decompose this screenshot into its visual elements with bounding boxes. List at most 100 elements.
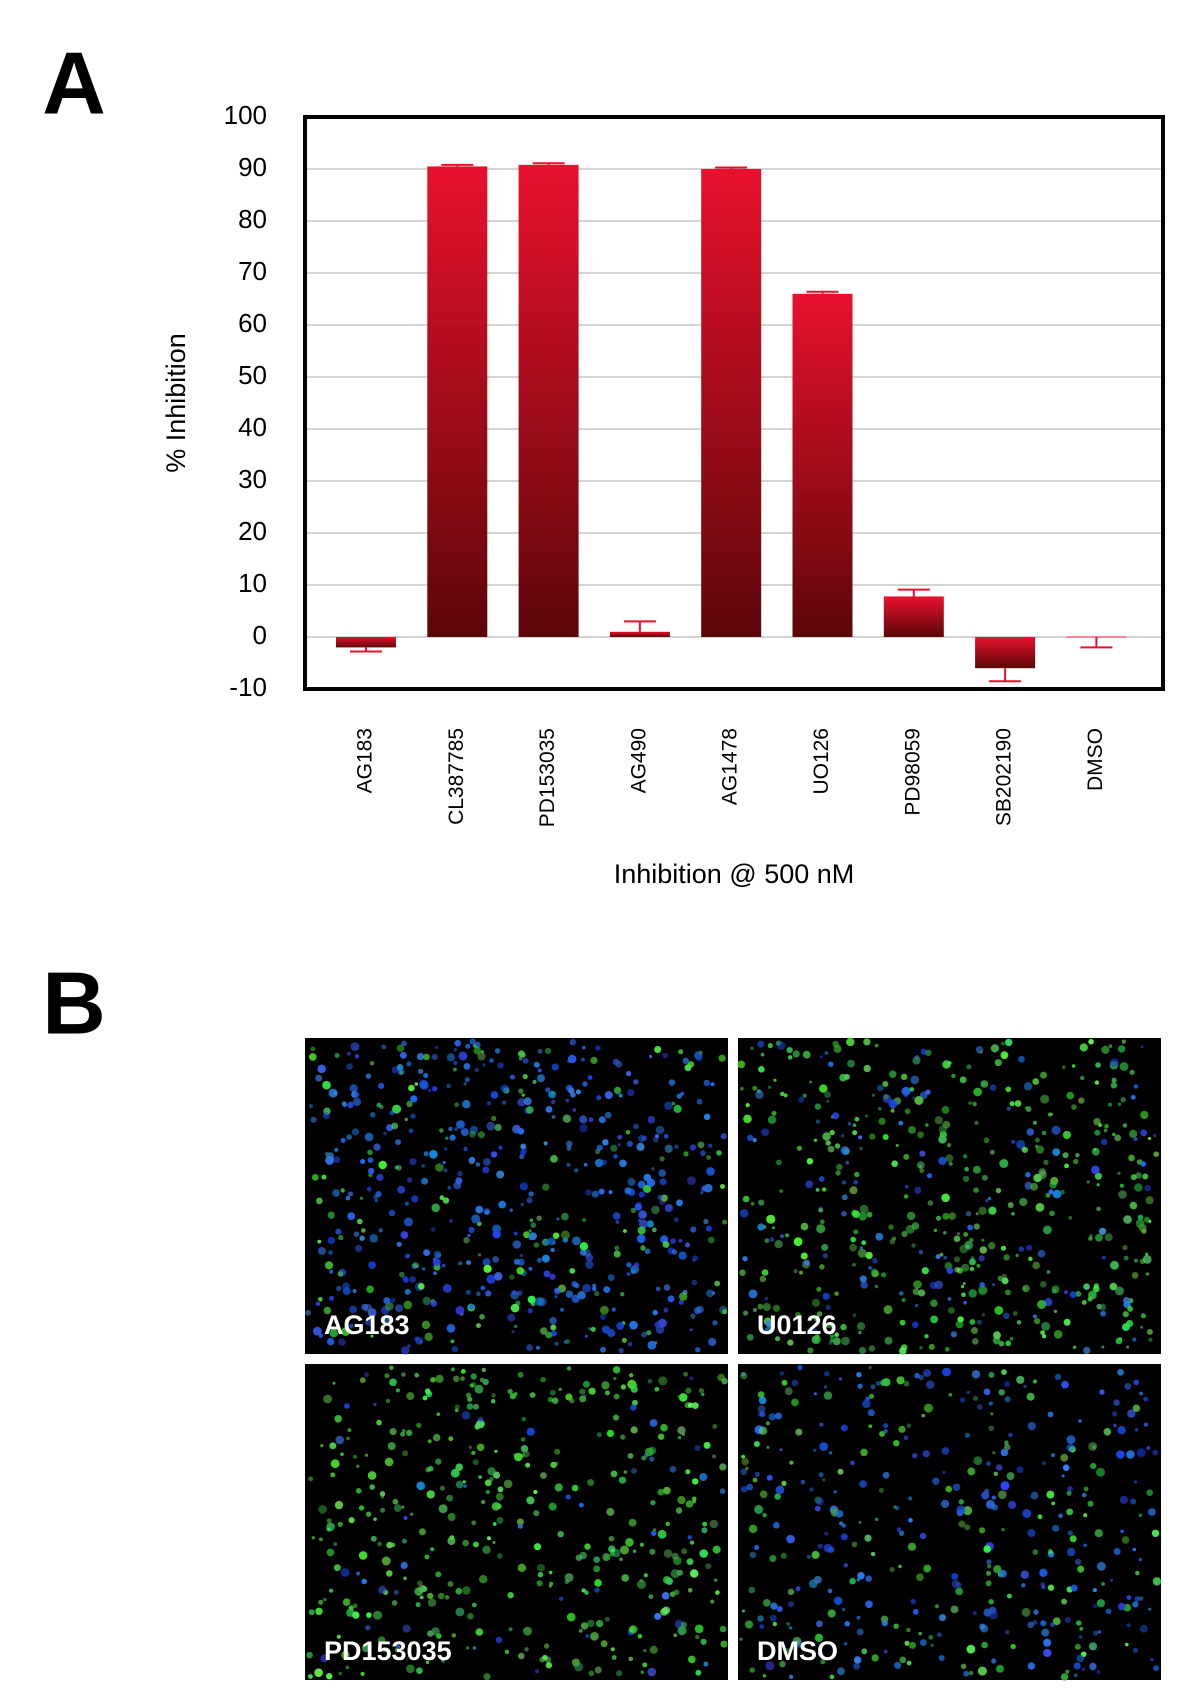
cell (1119, 1183, 1124, 1188)
cell (564, 1573, 574, 1582)
cell (1040, 1094, 1050, 1104)
cell (594, 1579, 602, 1587)
cell (994, 1306, 1004, 1315)
cell (687, 1402, 694, 1408)
cell (676, 1569, 683, 1576)
cell (947, 1297, 952, 1301)
cell (487, 1536, 491, 1541)
cell (412, 1262, 419, 1269)
cell (1079, 1626, 1084, 1631)
cell (692, 1258, 696, 1262)
cell (883, 1649, 888, 1654)
cell (439, 1128, 444, 1133)
cell (899, 1319, 906, 1326)
cell (1025, 1172, 1031, 1178)
cell (941, 1193, 950, 1203)
cell (651, 1167, 655, 1171)
cell (779, 1371, 785, 1376)
cell (693, 1307, 701, 1315)
cell (819, 1219, 825, 1225)
cell (978, 1206, 987, 1215)
cell (687, 1588, 693, 1593)
cell (482, 1166, 490, 1174)
cell (648, 1054, 653, 1059)
cell (1132, 1404, 1141, 1412)
cell (399, 1070, 404, 1075)
cell (323, 1597, 327, 1602)
cell (602, 1553, 611, 1562)
cell (987, 1196, 992, 1201)
cell (1144, 1216, 1150, 1223)
cell (595, 1045, 601, 1051)
cell (948, 1161, 953, 1166)
cell (448, 1126, 453, 1132)
x-tick-label: UO126 (810, 728, 833, 795)
cell (554, 1341, 559, 1346)
cell (549, 1317, 557, 1325)
cell (659, 1178, 667, 1186)
cell (359, 1377, 366, 1384)
cell (632, 1549, 637, 1554)
cell (382, 1314, 392, 1324)
cell (458, 1122, 463, 1126)
cell (791, 1379, 799, 1387)
cell (771, 1110, 777, 1116)
cell (547, 1237, 556, 1246)
cell (417, 1580, 423, 1586)
cell (861, 1240, 867, 1246)
cell (409, 1276, 416, 1283)
cell (477, 1052, 486, 1061)
cell (321, 1174, 327, 1180)
cell (793, 1237, 803, 1247)
cell (875, 1381, 881, 1386)
cell (1088, 1442, 1098, 1451)
cell (920, 1639, 927, 1646)
cell (554, 1287, 561, 1295)
cell (476, 1443, 485, 1452)
cell (650, 1500, 656, 1506)
cell (754, 1471, 760, 1477)
cell (342, 1598, 351, 1606)
cell (1147, 1136, 1152, 1141)
cell (988, 1425, 995, 1432)
cell (930, 1643, 934, 1647)
cell (511, 1330, 515, 1334)
cell (1076, 1620, 1082, 1626)
cell (764, 1327, 772, 1334)
cell (403, 1300, 413, 1310)
cell (959, 1397, 966, 1403)
cell (703, 1079, 710, 1087)
cell (789, 1626, 793, 1630)
cell (329, 1329, 338, 1338)
cell (677, 1394, 681, 1398)
cell (579, 1123, 588, 1133)
cell (474, 1067, 479, 1073)
cell (1041, 1130, 1047, 1136)
cell (1053, 1330, 1063, 1339)
cell (643, 1649, 647, 1653)
cell (347, 1212, 356, 1220)
cell (852, 1123, 857, 1127)
cell (436, 1633, 442, 1639)
cell (1081, 1492, 1087, 1498)
cell (634, 1262, 639, 1268)
cell (739, 1269, 746, 1276)
cell (369, 1234, 379, 1243)
cell (883, 1305, 893, 1314)
cell (643, 1573, 648, 1578)
cell (465, 1392, 472, 1398)
cell (402, 1624, 411, 1633)
cell (1143, 1396, 1148, 1402)
cell (869, 1393, 875, 1399)
cell (1051, 1501, 1056, 1506)
cell (1047, 1549, 1053, 1554)
cell (823, 1391, 833, 1400)
cell (993, 1565, 1002, 1574)
cell (579, 1395, 587, 1403)
cell (490, 1091, 499, 1099)
cell (924, 1334, 929, 1339)
cell (826, 1323, 831, 1329)
cell (789, 1674, 794, 1679)
cell (703, 1441, 711, 1449)
cell (577, 1291, 586, 1300)
